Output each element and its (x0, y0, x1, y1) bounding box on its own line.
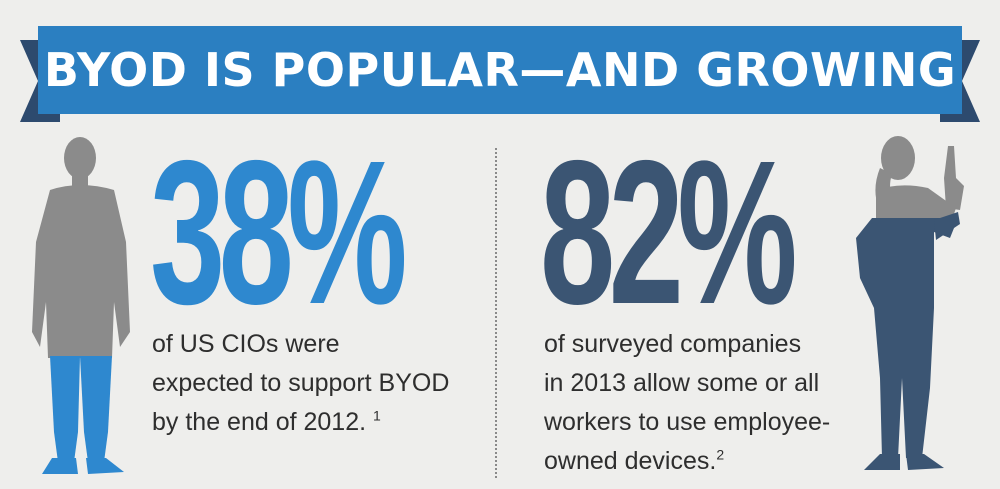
right-desc-line-2: in 2013 allow some or all (544, 369, 820, 397)
man-standing-silhouette-icon (32, 137, 130, 474)
man-on-phone-silhouette-icon (856, 136, 964, 470)
right-desc-line-1: of surveyed companies (544, 330, 802, 358)
right-stat-description: of surveyed companies in 2013 allow some… (544, 325, 830, 481)
banner-body: BYOD IS POPULAR—AND GROWING (38, 26, 962, 114)
right-desc-line-3: workers to use employee- (544, 408, 831, 436)
right-desc-line-4: owned devices.2 (544, 442, 830, 481)
banner-title: BYOD IS POPULAR—AND GROWING (43, 43, 957, 97)
left-desc-line-3: by the end of 2012. 1 (152, 403, 449, 442)
right-stat-value: 82% (540, 118, 798, 347)
left-desc-line-3-text: by the end of 2012. (152, 408, 367, 436)
left-footnote: 1 (373, 407, 381, 424)
left-desc-line-1: of US CIOs were (152, 330, 340, 358)
left-desc-line-2: expected to support BYOD (152, 369, 450, 397)
left-stat-value: 38% (150, 118, 408, 347)
right-footnote: 2 (716, 446, 725, 463)
dotted-divider (495, 148, 497, 478)
left-stat-description: of US CIOs were expected to support BYOD… (152, 325, 449, 442)
title-banner: BYOD IS POPULAR—AND GROWING (0, 18, 1000, 122)
right-desc-line-4-text: owned devices. (544, 447, 717, 475)
